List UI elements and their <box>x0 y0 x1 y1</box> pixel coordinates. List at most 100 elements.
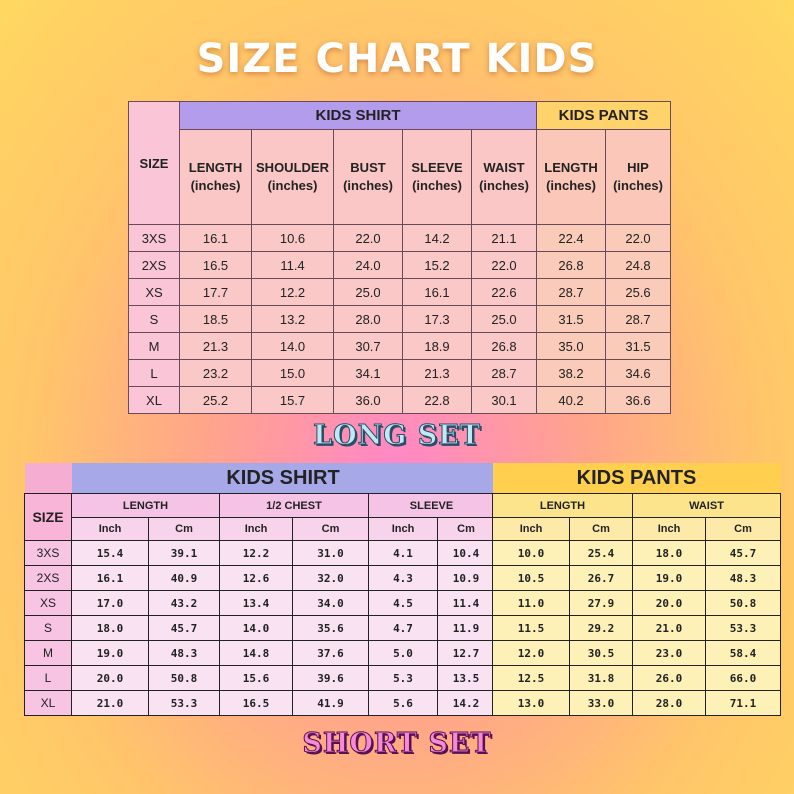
value-cell: 38.2 <box>536 359 606 387</box>
value-cell: 39.1 <box>148 540 220 566</box>
value-cell: 10.0 <box>492 540 570 566</box>
value-cell: 30.7 <box>333 332 403 360</box>
value-cell: 33.0 <box>569 690 633 716</box>
value-cell: 45.7 <box>705 540 781 566</box>
value-cell: 53.3 <box>705 615 781 641</box>
long-column-header: BUST (inches) <box>333 129 403 225</box>
long-column-header: LENGTH (inches) <box>536 129 606 225</box>
short-pants-subgroup-header: LENGTH <box>492 493 633 518</box>
value-cell: 40.2 <box>536 386 606 414</box>
table-row: S 18.5 13.2 28.0 17.3 25.0 31.5 28.7 <box>128 305 671 333</box>
column-unit: (inches) <box>412 178 462 193</box>
value-cell: 22.0 <box>471 251 537 279</box>
value-cell: 31.8 <box>569 665 633 691</box>
column-unit: (inches) <box>479 178 529 193</box>
value-cell: 4.1 <box>368 540 438 566</box>
value-cell: 13.2 <box>251 305 334 333</box>
value-cell: 4.3 <box>368 565 438 591</box>
value-cell: 71.1 <box>705 690 781 716</box>
short-shirt-subgroup-header: 1/2 CHEST <box>219 493 369 518</box>
value-cell: 18.0 <box>71 615 149 641</box>
value-cell: 39.6 <box>292 665 369 691</box>
value-cell: 18.5 <box>179 305 252 333</box>
table-row: 3XS 15.4 39.1 12.2 31.0 4.1 10.4 <box>24 540 495 566</box>
value-cell: 13.4 <box>219 590 293 616</box>
value-cell: 36.6 <box>605 386 671 414</box>
value-cell: 5.6 <box>368 690 438 716</box>
value-cell: 28.0 <box>632 690 706 716</box>
value-cell: 21.0 <box>71 690 149 716</box>
value-cell: 37.6 <box>292 640 369 666</box>
value-cell: 34.0 <box>292 590 369 616</box>
size-cell: XL <box>128 386 180 414</box>
value-cell: 15.2 <box>402 251 472 279</box>
column-unit: (inches) <box>267 178 318 193</box>
unit-header: Inch <box>632 517 706 541</box>
value-cell: 35.0 <box>536 332 606 360</box>
long-group-header-row: SIZE KIDS SHIRT KIDS PANTS <box>128 101 671 225</box>
column-unit: (inches) <box>546 178 596 193</box>
value-cell: 16.1 <box>179 224 252 252</box>
table-row: L 23.2 15.0 34.1 21.3 28.7 38.2 34.6 <box>128 359 671 387</box>
value-cell: 13.0 <box>492 690 570 716</box>
size-cell: XS <box>24 590 72 616</box>
value-cell: 12.2 <box>251 278 334 306</box>
value-cell: 14.0 <box>251 332 334 360</box>
table-row: 2XS 16.1 40.9 12.6 32.0 4.3 10.9 <box>24 565 495 591</box>
table-row: 11.5 29.2 21.0 53.3 <box>492 615 781 641</box>
short-shirt-subgroup-row: SIZE LENGTH 1/2 CHEST SLEEVE <box>24 493 495 541</box>
value-cell: 26.8 <box>471 332 537 360</box>
size-cell: M <box>24 640 72 666</box>
value-cell: 19.0 <box>71 640 149 666</box>
value-cell: 11.9 <box>437 615 495 641</box>
column-unit: (inches) <box>190 178 241 193</box>
value-cell: 11.0 <box>492 590 570 616</box>
unit-header: Cm <box>569 517 633 541</box>
value-cell: 25.2 <box>179 386 252 414</box>
size-cell: S <box>128 305 180 333</box>
value-cell: 15.4 <box>71 540 149 566</box>
unit-header: Cm <box>705 517 781 541</box>
value-cell: 21.3 <box>179 332 252 360</box>
column-name: BUST <box>350 160 386 175</box>
value-cell: 26.8 <box>536 251 606 279</box>
short-pants-subgroup-header: WAIST <box>632 493 781 518</box>
value-cell: 22.0 <box>333 224 403 252</box>
long-column-header: HIP (inches) <box>605 129 671 225</box>
value-cell: 17.0 <box>71 590 149 616</box>
table-row: 11.0 27.9 20.0 50.8 <box>492 590 781 616</box>
size-cell: 3XS <box>24 540 72 566</box>
value-cell: 31.5 <box>536 305 606 333</box>
value-cell: 45.7 <box>148 615 220 641</box>
size-cell: 2XS <box>24 565 72 591</box>
value-cell: 26.0 <box>632 665 706 691</box>
table-row: 10.0 25.4 18.0 45.7 <box>492 540 781 566</box>
value-cell: 28.7 <box>536 278 606 306</box>
long-column-header: SHOULDER (inches) <box>251 129 334 225</box>
value-cell: 10.4 <box>437 540 495 566</box>
column-unit: (inches) <box>343 178 393 193</box>
value-cell: 17.3 <box>402 305 472 333</box>
short-shirt-group-row: KIDS SHIRT <box>24 463 495 494</box>
table-row: 12.0 30.5 23.0 58.4 <box>492 640 781 666</box>
kids-pants-group-header: KIDS PANTS <box>536 101 671 130</box>
long-column-header: SLEEVE (inches) <box>402 129 472 225</box>
short-shirt-unit-row: Inch Cm Inch Cm Inch Cm <box>25 517 495 541</box>
value-cell: 11.4 <box>251 251 334 279</box>
short-kids-shirt-group-header: KIDS SHIRT <box>71 463 495 494</box>
value-cell: 25.6 <box>605 278 671 306</box>
value-cell: 12.7 <box>437 640 495 666</box>
size-cell: L <box>128 359 180 387</box>
value-cell: 29.2 <box>569 615 633 641</box>
value-cell: 16.5 <box>219 690 293 716</box>
value-cell: 20.0 <box>71 665 149 691</box>
short-pants-group-row: KIDS PANTS <box>492 463 781 494</box>
value-cell: 25.0 <box>333 278 403 306</box>
value-cell: 36.0 <box>333 386 403 414</box>
unit-header: Inch <box>492 517 570 541</box>
value-cell: 50.8 <box>148 665 220 691</box>
size-column-header: SIZE <box>128 101 180 225</box>
value-cell: 41.9 <box>292 690 369 716</box>
table-row: M 21.3 14.0 30.7 18.9 26.8 35.0 31.5 <box>128 332 671 360</box>
unit-header: Inch <box>219 517 293 541</box>
